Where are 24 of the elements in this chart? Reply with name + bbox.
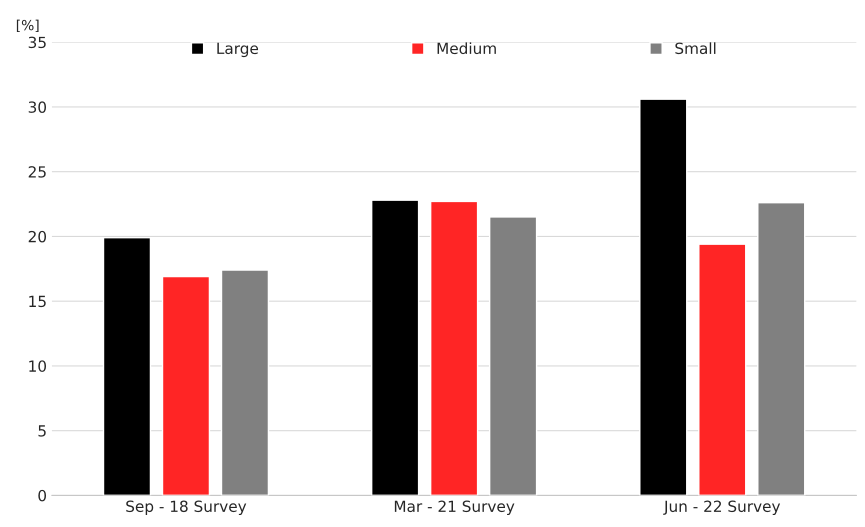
y-tick-label: 5: [38, 425, 46, 437]
y-tick-label: 30: [28, 101, 46, 113]
bar: [102, 236, 152, 496]
bar: [757, 202, 806, 496]
y-tick-label: 25: [28, 166, 46, 178]
y-axis-title: [%]: [16, 20, 39, 32]
x-tick-label: Mar - 21 Survey: [394, 500, 514, 516]
y-tick-label: 10: [29, 360, 46, 372]
bar: [488, 216, 538, 496]
y-tick-label: 15: [29, 296, 46, 308]
y-tick-label: 20: [28, 230, 46, 242]
legend-label: Large: [217, 42, 258, 58]
y-tick-label: 0: [38, 490, 46, 502]
bar: [639, 98, 688, 496]
bar: [220, 269, 270, 496]
bar: [430, 200, 478, 496]
legend-label: Small: [675, 42, 716, 54]
x-tick-label: Jun - 22 Survey: [663, 500, 780, 516]
bar: [698, 243, 746, 496]
legend-label: Medium: [438, 42, 496, 54]
y-tick-label: 35: [28, 36, 46, 48]
bar: [162, 276, 210, 496]
bar: [370, 199, 420, 496]
x-tick-label: Sep - 18 Survey: [126, 500, 246, 516]
